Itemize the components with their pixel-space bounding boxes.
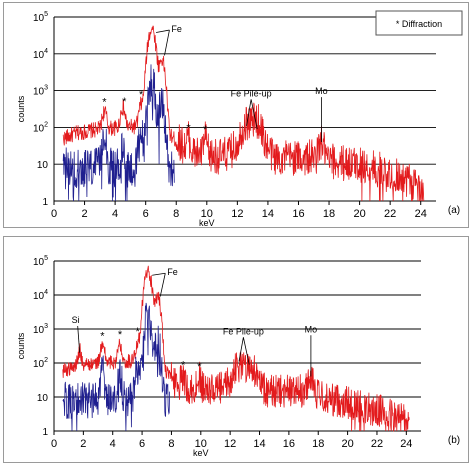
y-tick-label: 103 xyxy=(33,85,48,98)
diffraction-star: * xyxy=(197,361,202,373)
series-line-blue xyxy=(62,64,175,202)
x-tick-label: 16 xyxy=(292,208,304,220)
x-tick-label: 22 xyxy=(384,208,396,220)
annotation-arrow xyxy=(156,29,170,56)
x-tick-label: 22 xyxy=(371,438,383,450)
x-tick-label: 20 xyxy=(353,208,365,220)
x-tick-label: 16 xyxy=(283,438,295,450)
y-tick-label: 1 xyxy=(42,197,48,208)
x-tick-label: 10 xyxy=(195,438,207,450)
annotation-arrow xyxy=(246,99,258,130)
annotation-label: Fe xyxy=(171,24,182,34)
x-tick-label: 24 xyxy=(400,438,412,450)
diffraction-star: * xyxy=(136,326,141,338)
annotation-label: Mo xyxy=(315,86,328,96)
diffraction-star: * xyxy=(122,96,127,108)
legend-text: * Diffraction xyxy=(396,19,442,29)
x-tick-label: 4 xyxy=(110,438,116,450)
y-tick-label: 1 xyxy=(42,427,48,438)
y-tick-label: 105 xyxy=(33,11,48,24)
y-axis-label: counts xyxy=(16,332,26,359)
annotation-label: Mo xyxy=(305,324,318,334)
x-tick-label: 0 xyxy=(51,208,57,220)
annotation-label: Fe Pile-up xyxy=(231,88,272,98)
x-tick-label: 18 xyxy=(312,438,324,450)
y-tick-label: 10 xyxy=(37,393,49,404)
diffraction-star: * xyxy=(181,360,186,372)
x-tick-label: 10 xyxy=(201,208,213,220)
panel-label: (a) xyxy=(448,205,460,216)
annotation-arrow xyxy=(152,272,166,297)
x-tick-label: 2 xyxy=(80,438,86,450)
x-tick-label: 0 xyxy=(51,438,57,450)
x-tick-label: 20 xyxy=(341,438,353,450)
y-tick-label: 103 xyxy=(33,323,48,336)
x-tick-label: 12 xyxy=(231,208,243,220)
y-tick-label: 104 xyxy=(33,48,48,61)
series-line-red xyxy=(62,265,410,432)
y-tick-label: 105 xyxy=(33,255,48,268)
y-axis-label: counts xyxy=(16,95,26,122)
series-line-red xyxy=(62,25,425,202)
chart-panel-b: 1 10 102 103 104 105 0 2 4 6 8 10 12 14 16 18 20 22 24 keV c… xyxy=(3,236,469,463)
x-tick-label: 4 xyxy=(112,208,118,220)
panel-label: (b) xyxy=(448,435,460,446)
diffraction-star: * xyxy=(118,329,123,341)
diffraction-star: * xyxy=(139,89,144,101)
y-tick-label: 104 xyxy=(33,289,48,302)
annotation-arrow xyxy=(77,325,81,353)
x-tick-label: 2 xyxy=(81,208,87,220)
x-tick-label: 18 xyxy=(323,208,335,220)
x-tick-label: 12 xyxy=(224,438,236,450)
y-tick-label: 10 xyxy=(37,160,49,171)
y-tick-label: 102 xyxy=(33,121,48,134)
x-tick-label: 8 xyxy=(173,208,179,220)
x-axis-label: keV xyxy=(193,448,209,458)
diffraction-star: * xyxy=(203,124,208,136)
x-tick-label: 8 xyxy=(168,438,174,450)
diffraction-star: * xyxy=(102,96,107,108)
x-tick-label: 14 xyxy=(253,438,265,450)
x-tick-label: 6 xyxy=(143,208,149,220)
annotation-label: Fe xyxy=(167,267,178,277)
series-line-blue xyxy=(62,302,170,432)
x-tick-label: 6 xyxy=(139,438,145,450)
y-tick-label: 102 xyxy=(33,357,48,370)
x-tick-label: 24 xyxy=(415,208,427,220)
x-axis-label: keV xyxy=(199,218,215,228)
annotation-label: Si xyxy=(72,315,80,325)
annotation-label: Fe Pile-up xyxy=(223,326,264,336)
diffraction-star: * xyxy=(100,331,105,343)
annotation-arrow xyxy=(238,337,250,365)
legend-box xyxy=(375,10,463,36)
chart-panel-a: 1 10 102 103 104 105 0 2 4 6 8 10 12 14 16 18 20 22 24 keV c… xyxy=(3,2,469,228)
x-tick-label: 14 xyxy=(262,208,274,220)
diffraction-star: * xyxy=(186,122,191,134)
